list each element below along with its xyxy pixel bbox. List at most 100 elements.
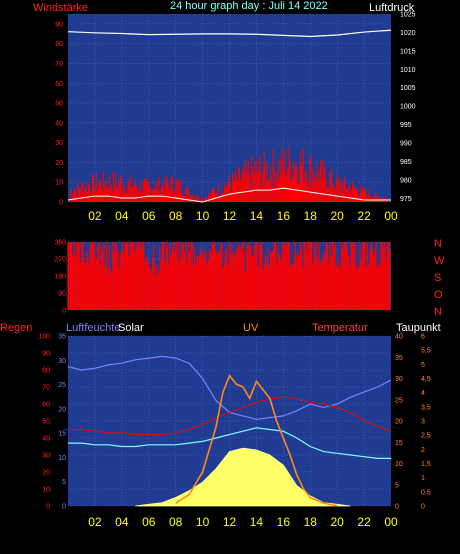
- header-windstaerke: Windstärke: [33, 2, 88, 14]
- wind-tick-label: 80: [55, 41, 63, 48]
- pressure-line: [67, 29, 392, 38]
- temperature-tick-label: 5: [395, 482, 399, 489]
- wind-tick-label: 70: [55, 61, 63, 68]
- regen-tick-label: 30: [42, 453, 50, 460]
- dewpoint-tick-label: 1,5: [421, 461, 431, 468]
- pressure-tick-label: 1020: [400, 30, 416, 37]
- hour-tick-wind: 14: [250, 209, 264, 223]
- wind-tick-label: 40: [55, 120, 63, 127]
- regen-tick-label: 60: [42, 402, 50, 409]
- wind-speed-bars: [70, 145, 388, 202]
- hour-tick-wind: 18: [304, 209, 318, 223]
- wind-tick-label: 50: [55, 101, 63, 108]
- direction-tick-label: 0: [62, 308, 66, 315]
- temperatur-polyline: [68, 396, 392, 436]
- hour-tick-climate: 14: [250, 515, 264, 529]
- hour-tick-wind: 22: [357, 209, 371, 223]
- wind-tick-label: 60: [55, 81, 63, 88]
- hour-tick-wind: 04: [115, 209, 129, 223]
- pressure-tick-label: 975: [400, 196, 412, 203]
- header-taupunkt: Taupunkt: [396, 322, 441, 334]
- temperature-tick-label: 20: [395, 419, 403, 426]
- header-regen: Regen: [0, 322, 32, 334]
- humidity-tick-label: 0: [62, 504, 66, 511]
- axis-tick-labels: 0102030405060708090975980985990995100010…: [38, 12, 431, 530]
- wind-tick-label: 30: [55, 140, 63, 147]
- regen-tick-label: 20: [42, 470, 50, 477]
- header-solar: Solar: [118, 322, 144, 334]
- direction-tick-label: 360: [54, 240, 66, 247]
- regen-tick-label: 90: [42, 351, 50, 358]
- hour-tick-climate: 12: [223, 515, 237, 529]
- dewpoint-tick-label: 1: [421, 475, 425, 482]
- dewpoint-tick-label: 3: [421, 419, 425, 426]
- temperature-tick-label: 15: [395, 440, 403, 447]
- hour-tick-climate: 20: [330, 515, 344, 529]
- dewpoint-tick-label: 2: [421, 447, 425, 454]
- humidity-tick-label: 15: [58, 431, 66, 438]
- wind-tick-label: 20: [55, 160, 63, 167]
- wind-tick-label: 0: [59, 200, 63, 207]
- direction-tick-label: 90: [58, 291, 66, 298]
- hour-tick-climate: 06: [142, 515, 156, 529]
- dewpoint-tick-label: 3,5: [421, 404, 431, 411]
- temperature-tick-label: 25: [395, 397, 403, 404]
- dewpoint-tick-label: 6: [421, 334, 425, 341]
- uv-polyline: [175, 374, 338, 507]
- pressure-tick-label: 980: [400, 177, 412, 184]
- dewpoint-tick-label: 0,5: [421, 489, 431, 496]
- pressure-tick-label: 985: [400, 159, 412, 166]
- regen-tick-label: 0: [46, 504, 50, 511]
- regen-tick-label: 70: [42, 385, 50, 392]
- temperature-tick-label: 10: [395, 461, 403, 468]
- dewpoint-tick-label: 2,5: [421, 433, 431, 440]
- humidity-tick-label: 20: [58, 406, 66, 413]
- dir-label-n-bottom: N: [434, 306, 442, 318]
- header-title: 24 hour graph day : Juli 14 2022: [170, 0, 328, 12]
- taupunkt-polyline: [68, 427, 391, 459]
- dir-label-n-top: N: [434, 238, 442, 250]
- direction-tick-label: 270: [54, 257, 66, 264]
- hour-tick-climate: 08: [169, 515, 183, 529]
- pressure-tick-label: 995: [400, 122, 412, 129]
- hour-tick-wind: 06: [142, 209, 156, 223]
- hour-tick-climate: 04: [115, 515, 129, 529]
- hour-tick-wind: 20: [330, 209, 344, 223]
- direction-tick-label: 180: [54, 274, 66, 281]
- regen-tick-label: 10: [42, 487, 50, 494]
- wind-direction-bars: [67, 242, 391, 310]
- temperature-tick-label: 35: [395, 355, 403, 362]
- pressure-tick-label: 1025: [400, 12, 416, 19]
- humidity-tick-label: 5: [62, 479, 66, 486]
- hour-tick-climate: 00: [384, 515, 398, 529]
- dir-label-o: O: [434, 289, 443, 301]
- pressure-tick-label: 1015: [400, 48, 416, 55]
- header-uv: UV: [243, 322, 259, 334]
- regen-tick-label: 50: [42, 419, 50, 426]
- humidity-tick-label: 10: [58, 455, 66, 462]
- header-temperatur: Temperatur: [312, 322, 368, 334]
- hour-tick-wind: 10: [196, 209, 210, 223]
- hour-tick-climate: 16: [277, 515, 291, 529]
- dewpoint-tick-label: 4,5: [421, 376, 431, 383]
- regen-tick-label: 40: [42, 436, 50, 443]
- hour-tick-wind: 00: [384, 209, 398, 223]
- humidity-tick-label: 30: [58, 358, 66, 365]
- wind-tick-label: 10: [55, 180, 63, 187]
- hour-tick-climate: 02: [88, 515, 102, 529]
- regen-tick-label: 80: [42, 368, 50, 375]
- pressure-tick-label: 1005: [400, 85, 416, 92]
- pressure-tick-label: 1000: [400, 104, 416, 111]
- gust-line: [67, 187, 391, 203]
- header-luftdruck: Luftdruck: [369, 2, 415, 14]
- climate-lines: [67, 355, 392, 507]
- hour-tick-climate: 22: [357, 515, 371, 529]
- pressure-tick-label: 990: [400, 141, 412, 148]
- hour-tick-wind: 08: [169, 209, 183, 223]
- hour-tick-wind: 12: [223, 209, 237, 223]
- dir-label-w: W: [434, 255, 445, 267]
- humidity-tick-label: 35: [58, 334, 66, 341]
- hour-tick-climate: 10: [196, 515, 210, 529]
- hour-tick-climate: 18: [304, 515, 318, 529]
